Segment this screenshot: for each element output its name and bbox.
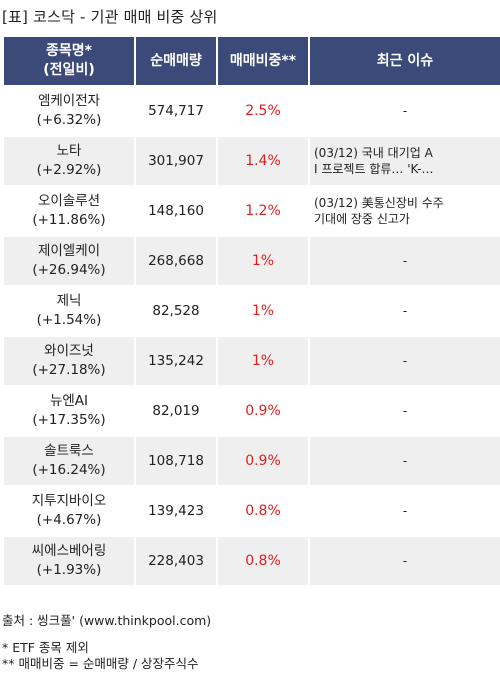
trade-ratio: 2.5%	[218, 87, 308, 135]
stock-name-cell: 제닉 (+1.54%)	[4, 287, 134, 335]
header-trade-ratio: 매매비중**	[218, 37, 308, 85]
stock-name-cell: 뉴엔AI (+17.35%)	[4, 387, 134, 435]
issue-line2: I 프로젝트 합류… 'K-…	[314, 162, 434, 176]
recent-issue: -	[310, 537, 500, 585]
net-volume: 268,668	[136, 237, 216, 285]
header-net-volume: 순매매량	[136, 37, 216, 85]
table-row: 오이솔루션 (+11.86%) 148,160 1.2% (03/12) 美통신장비 수…	[4, 187, 500, 235]
table-row: 지투지바이오 (+4.67%) 139,423 0.8% -	[4, 487, 500, 535]
net-volume: 135,242	[136, 337, 216, 385]
stock-name-cell: 와이즈넛 (+27.18%)	[4, 337, 134, 385]
issue-line1: -	[402, 454, 408, 468]
stock-name: 제이엘케이	[37, 243, 101, 259]
net-volume: 574,717	[136, 87, 216, 135]
recent-issue: -	[310, 487, 500, 535]
trade-ratio: 1%	[218, 337, 308, 385]
footnote-ratio: ** 매매비중 = 순매매량 / 상장주식수	[2, 656, 199, 671]
net-volume: 82,528	[136, 287, 216, 335]
recent-issue: -	[310, 287, 500, 335]
table-row: 제닉 (+1.54%) 82,528 1% -	[4, 287, 500, 335]
trade-ratio: 1%	[218, 237, 308, 285]
trade-ratio: 1.2%	[218, 187, 308, 235]
trade-ratio: 1%	[218, 287, 308, 335]
stock-name: 솔트룩스	[44, 443, 94, 459]
issue-line1: -	[402, 504, 408, 518]
recent-issue: -	[310, 437, 500, 485]
stock-name-cell: 지투지바이오 (+4.67%)	[4, 487, 134, 535]
stock-change: (+6.32%)	[36, 112, 102, 128]
issue-line1: -	[402, 254, 408, 268]
trade-ratio: 0.9%	[218, 437, 308, 485]
stock-name: 노타	[56, 143, 82, 159]
issue-line1: (03/12) 국내 대기업 A	[314, 146, 433, 160]
table-row: 씨에스베어링 (+1.93%) 228,403 0.8% -	[4, 537, 500, 585]
net-volume: 301,907	[136, 137, 216, 185]
trade-ratio: 0.8%	[218, 487, 308, 535]
recent-issue: -	[310, 87, 500, 135]
stock-name-cell: 오이솔루션 (+11.86%)	[4, 187, 134, 235]
net-volume: 228,403	[136, 537, 216, 585]
recent-issue: -	[310, 387, 500, 435]
page-title: [표] 코스닥 - 기관 매매 비중 상위	[2, 8, 218, 26]
stock-name: 엠케이전자	[37, 93, 101, 109]
stock-change: (+1.93%)	[36, 562, 102, 578]
issue-line1: -	[402, 104, 408, 118]
stock-name: 지투지바이오	[31, 493, 107, 509]
table-row: 노타 (+2.92%) 301,907 1.4% (03/12) 국내 대기업 A I 프…	[4, 137, 500, 185]
institution-trading-table: 종목명* (전일비) 순매매량 매매비중** 최근 이슈 엠케이전자 (+6.32…	[2, 35, 500, 587]
stock-change: (+11.86%)	[32, 212, 106, 228]
stock-change: (+27.18%)	[32, 362, 106, 378]
issue-line1: -	[402, 354, 408, 368]
stock-name-cell: 제이엘케이 (+26.94%)	[4, 237, 134, 285]
issue-line1: -	[402, 404, 408, 418]
trade-ratio: 1.4%	[218, 137, 308, 185]
net-volume: 139,423	[136, 487, 216, 535]
source-note: 출처 : 씽크풀' (www.thinkpool.com)	[2, 613, 212, 628]
stock-name-cell: 엠케이전자 (+6.32%)	[4, 87, 134, 135]
stock-name: 씨에스베어링	[31, 543, 107, 559]
issue-line1: -	[402, 304, 408, 318]
stock-change: (+2.92%)	[36, 162, 102, 178]
recent-issue: -	[310, 337, 500, 385]
stock-name: 제닉	[56, 293, 82, 309]
stock-name-cell: 노타 (+2.92%)	[4, 137, 134, 185]
table-row: 제이엘케이 (+26.94%) 268,668 1% -	[4, 237, 500, 285]
net-volume: 148,160	[136, 187, 216, 235]
header-name-line1: 종목명*	[46, 43, 92, 59]
header-stock-name: 종목명* (전일비)	[4, 37, 134, 85]
stock-change: (+26.94%)	[32, 262, 106, 278]
stock-change: (+1.54%)	[36, 312, 102, 328]
trade-ratio: 0.8%	[218, 537, 308, 585]
stock-change: (+17.35%)	[32, 412, 106, 428]
header-recent-issue: 최근 이슈	[310, 37, 500, 85]
stock-name: 오이솔루션	[37, 193, 101, 209]
stock-name: 뉴엔AI	[49, 393, 89, 409]
trade-ratio: 0.9%	[218, 387, 308, 435]
stock-name-cell: 씨에스베어링 (+1.93%)	[4, 537, 134, 585]
recent-issue: -	[310, 237, 500, 285]
stock-change: (+16.24%)	[32, 462, 106, 478]
net-volume: 108,718	[136, 437, 216, 485]
footnote-etf: * ETF 종목 제외	[2, 640, 89, 655]
net-volume: 82,019	[136, 387, 216, 435]
table-row: 와이즈넛 (+27.18%) 135,242 1% -	[4, 337, 500, 385]
stock-name: 와이즈넛	[44, 343, 94, 359]
issue-line1: (03/12) 美통신장비 수주	[314, 196, 444, 210]
table-header-row: 종목명* (전일비) 순매매량 매매비중** 최근 이슈	[4, 37, 500, 85]
table-row: 솔트룩스 (+16.24%) 108,718 0.9% -	[4, 437, 500, 485]
recent-issue: (03/12) 국내 대기업 A I 프로젝트 합류… 'K-…	[310, 137, 500, 185]
stock-change: (+4.67%)	[36, 512, 102, 528]
header-name-line2: (전일비)	[43, 62, 95, 78]
table-row: 뉴엔AI (+17.35%) 82,019 0.9% -	[4, 387, 500, 435]
table-row: 엠케이전자 (+6.32%) 574,717 2.5% -	[4, 87, 500, 135]
issue-line1: -	[402, 554, 408, 568]
issue-line2: 기대에 장중 신고가	[314, 212, 410, 226]
stock-name-cell: 솔트룩스 (+16.24%)	[4, 437, 134, 485]
